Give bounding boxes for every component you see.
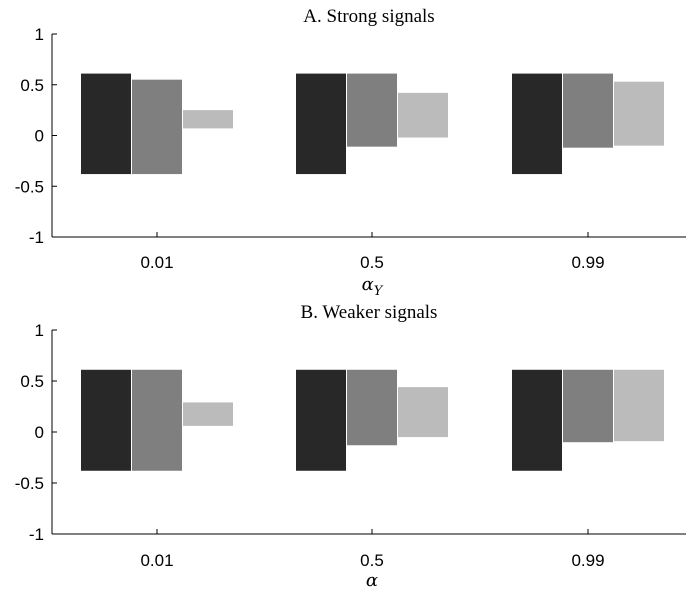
bar-series-2-0.01	[132, 369, 182, 471]
y-tick-label: 0	[35, 127, 44, 146]
y-tick-label: 1	[35, 25, 44, 44]
bar-series-1-0.99	[512, 73, 562, 175]
x-tick-label: 0.01	[140, 253, 173, 272]
y-tick-label: 1	[35, 321, 44, 340]
y-tick-label: -1	[29, 525, 44, 544]
x-tick-label: 0.01	[140, 551, 173, 570]
y-tick-label: -1	[29, 228, 44, 247]
x-tick-label: 0.5	[360, 551, 384, 570]
bar-series-2-0.5	[347, 73, 397, 147]
x-axis-label-subscript: Y	[374, 284, 384, 299]
bar-series-1-0.5	[296, 369, 346, 471]
bar-series-2-0.5	[347, 369, 397, 446]
x-axis-label: αY	[362, 274, 384, 299]
bar-series-2-0.01	[132, 79, 182, 175]
x-axis-label: α	[366, 570, 378, 591]
bar-series-3-0.99	[614, 81, 664, 146]
y-tick-label: 0.5	[20, 372, 44, 391]
bar-series-1-0.01	[81, 73, 131, 175]
x-axis-label-main: α	[366, 570, 378, 591]
bar-series-1-0.5	[296, 73, 346, 175]
chart-title: B. Weaker signals	[301, 302, 438, 323]
chart-panel-b: B. Weaker signals 1 0.5 0 -0.5 -1 0.01 0.5 0.99 α	[15, 302, 686, 591]
chart-panel-a: A. Strong signals 1 0.5 0 -0.5 -1 0.01 0.5 0.99 α…	[15, 6, 686, 299]
chart-title: A. Strong signals	[303, 6, 434, 27]
y-tick-label: 0	[35, 423, 44, 442]
bar-series-2-0.99	[563, 369, 613, 443]
x-tick-label: 0.99	[571, 551, 604, 570]
bar-series-3-0.5	[398, 92, 448, 138]
x-tick-label: 0.99	[571, 253, 604, 272]
x-axis-label-main: α	[362, 274, 374, 295]
bar-series-3-0.01	[183, 110, 233, 129]
bar-series-2-0.99	[563, 73, 613, 148]
bar-series-3-0.99	[614, 369, 664, 442]
y-tick-label: -0.5	[15, 474, 44, 493]
y-tick-label: 0.5	[20, 76, 44, 95]
bar-series-1-0.01	[81, 369, 131, 471]
bar-series-3-0.01	[183, 402, 233, 426]
bar-series-3-0.5	[398, 387, 448, 438]
y-tick-label: -0.5	[15, 177, 44, 196]
bar-series-1-0.99	[512, 369, 562, 471]
x-tick-label: 0.5	[360, 253, 384, 272]
